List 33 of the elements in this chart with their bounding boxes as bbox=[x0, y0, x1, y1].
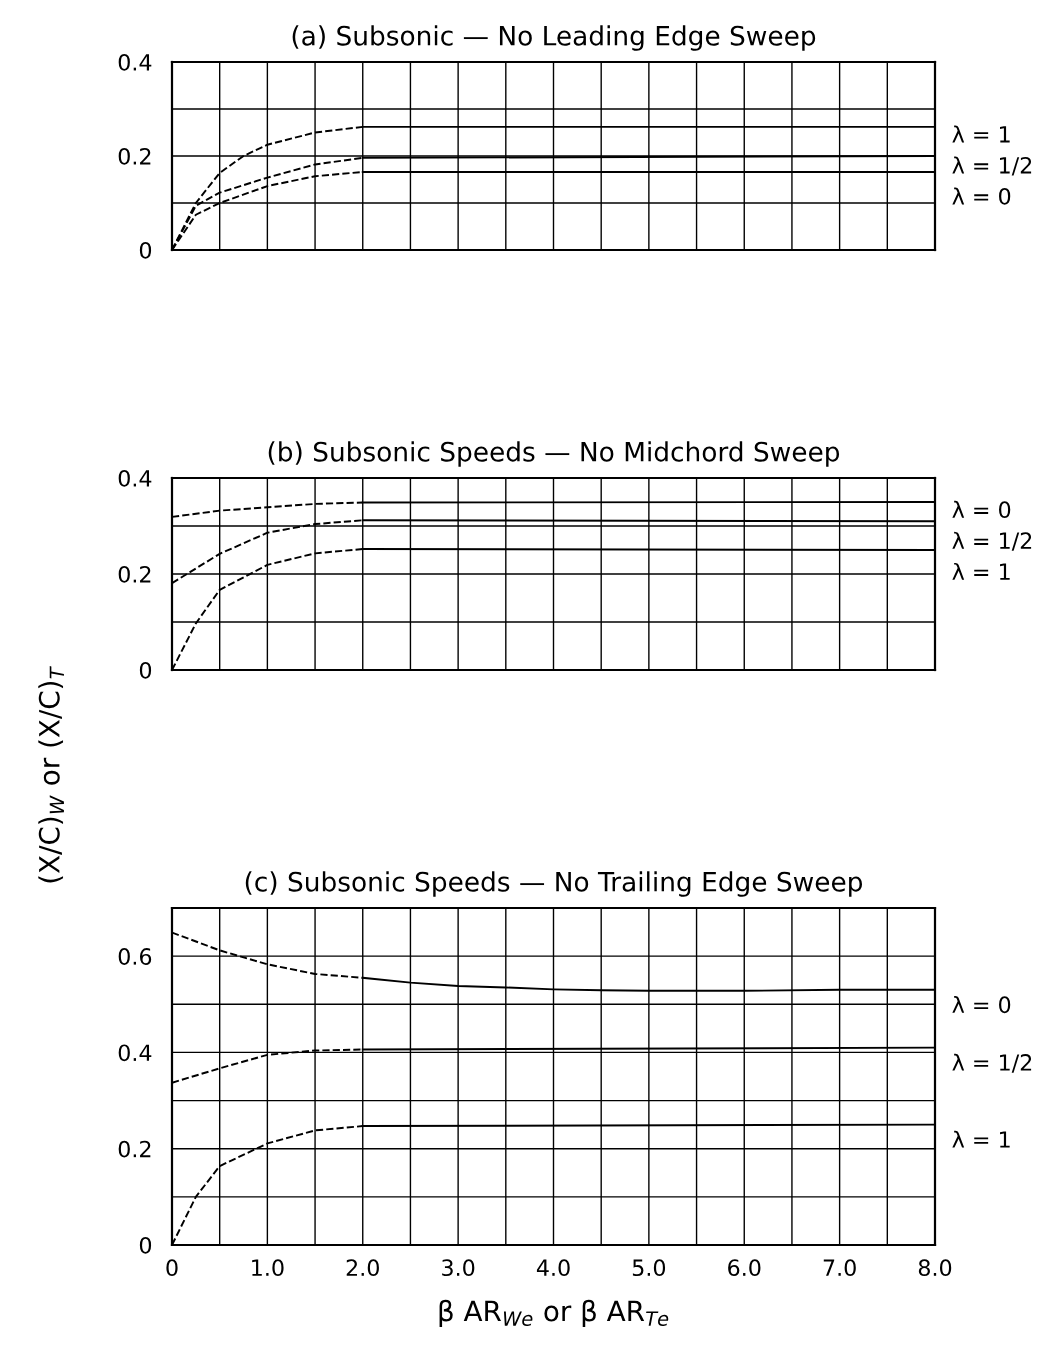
y-tick-label: 0.4 bbox=[118, 1044, 152, 1062]
y-axis-title: (X/C)$_{W}$ or (X/C)$_{T}$ bbox=[38, 666, 64, 883]
x-tick-label: 6.0 bbox=[728, 1259, 761, 1277]
x-tick-label: 2.0 bbox=[346, 1259, 379, 1277]
x-tick-label: 1.0 bbox=[252, 1259, 284, 1277]
x-tick-label: 7.0 bbox=[823, 1259, 856, 1277]
y-tick-label: 0.6 bbox=[118, 948, 152, 965]
series-label: λ = 1/2 bbox=[952, 156, 1032, 176]
series-label: λ = 0 bbox=[952, 187, 1011, 205]
chart-title: (a) Subsonic — No Leading Edge Sweep bbox=[292, 25, 816, 51]
series-label: λ = 0 bbox=[952, 995, 1011, 1014]
series-label: λ = 0 bbox=[952, 500, 1011, 519]
y-tick-label: 0 bbox=[139, 241, 152, 259]
x-axis-title: β AR$_{We}$ or β AR$_{Te}$ bbox=[439, 1299, 669, 1327]
x-tick-label: 3.0 bbox=[442, 1259, 475, 1277]
y-tick-label: 0.2 bbox=[118, 565, 151, 583]
y-tick-label: 0.2 bbox=[118, 1140, 151, 1158]
y-tick-label: 0 bbox=[139, 661, 152, 679]
x-tick-label: 0 bbox=[166, 1259, 178, 1277]
x-tick-label: 8.0 bbox=[918, 1259, 952, 1277]
series-label: λ = 1 bbox=[952, 562, 1010, 580]
chart-title: (b) Subsonic Speeds — No Midchord Sweep bbox=[268, 441, 840, 467]
y-tick-label: 0.2 bbox=[118, 147, 151, 165]
series-label: λ = 1/2 bbox=[952, 531, 1032, 551]
y-tick-label: 0.4 bbox=[118, 469, 152, 487]
chart-title: (c) Subsonic Speeds — No Trailing Edge Sweep bbox=[245, 871, 863, 897]
series-label: λ = 1 bbox=[952, 125, 1010, 143]
y-tick-label: 0.4 bbox=[118, 53, 152, 71]
x-tick-label: 5.0 bbox=[632, 1259, 666, 1277]
series-label: λ = 1/2 bbox=[952, 1053, 1032, 1073]
series-label: λ = 1 bbox=[952, 1130, 1010, 1148]
x-tick-label: 4.0 bbox=[536, 1259, 570, 1277]
y-tick-label: 0 bbox=[139, 1236, 152, 1254]
